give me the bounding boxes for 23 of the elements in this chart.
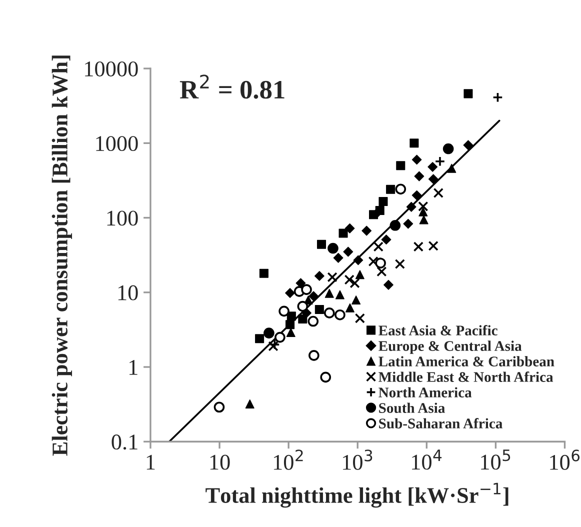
y-tick-label: 100: [107, 210, 138, 226]
x-tick-label: 10$^{4}$: [412, 450, 442, 470]
y-tick-label: 10000: [85, 61, 138, 76]
x-axis-title: Total nighttime light [kW·Sr$^{−1}$]: [206, 482, 508, 508]
legend-label: North America: [378, 387, 472, 398]
x-tick-label: 10$^{6}$: [550, 450, 580, 470]
x-tick-label: 10$^{5}$: [481, 450, 510, 470]
legend-label: Middle East & North Africa: [378, 372, 554, 382]
x-tick-label: 10$^{3}$: [343, 450, 372, 470]
y-tick-label: 1: [130, 360, 138, 375]
legend-label: East Asia & Pacific: [378, 325, 498, 336]
x-tick-label: 10: [210, 454, 230, 470]
legend-label: South Asia: [379, 402, 445, 413]
legend-label: Europe & Central Asia: [378, 340, 522, 354]
y-axis-title: Electric power consumption [Billion kWh]: [52, 56, 72, 456]
y-tick-label: 0.1: [112, 434, 138, 450]
y-tick-label: 1000: [96, 136, 138, 152]
legend-label: Sub-Saharan Africa: [379, 418, 502, 428]
annotation: R$^{2}$ = 0.81: [180, 74, 284, 99]
legend-label: Latin America & Caribbean: [378, 356, 554, 366]
x-tick-label: 10$^{2}$: [274, 450, 303, 470]
x-tick-label: 1: [146, 454, 155, 470]
y-tick-label: 10: [118, 285, 138, 300]
